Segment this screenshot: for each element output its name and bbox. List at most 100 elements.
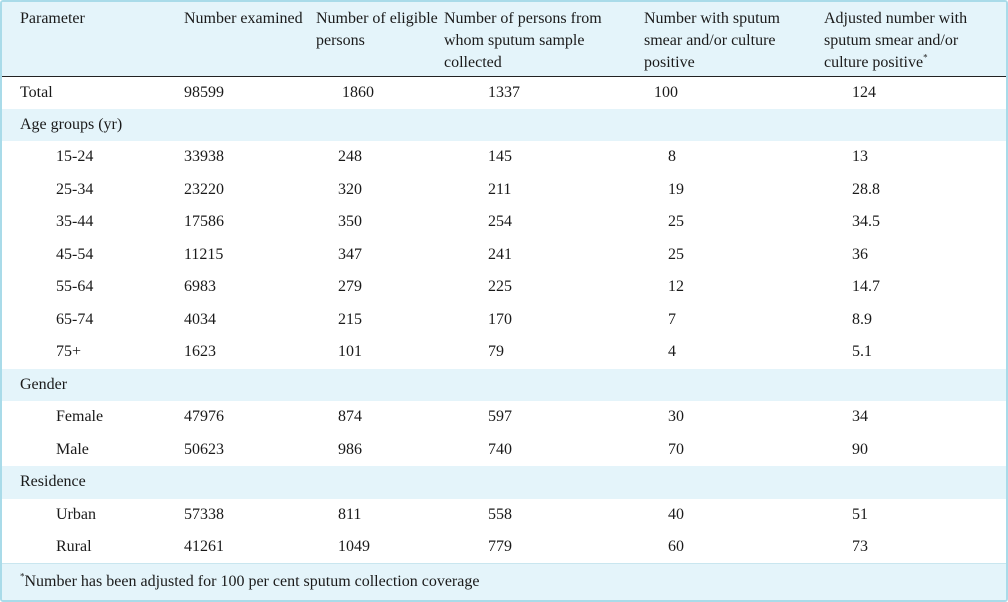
footnote: *Number has been adjusted for 100 per ce… [2, 563, 1006, 600]
cell-positive: 25 [668, 245, 684, 263]
cell-adjusted: 73 [852, 538, 868, 555]
cell-sputum-collected: 211 [488, 180, 512, 198]
table-row: Rural 41261 1049 779 60 73 [2, 531, 1006, 564]
cell-number-examined: 57338 [184, 505, 224, 523]
cell-sputum-collected: 241 [488, 245, 512, 263]
cell-positive: 8 [668, 148, 676, 166]
cell-eligible: 248 [338, 148, 362, 166]
row-label: Rural [56, 538, 92, 555]
cell-eligible: 347 [338, 245, 362, 263]
cell-number-examined: 6983 [184, 278, 216, 296]
cell-sputum-collected: 558 [488, 505, 512, 523]
cell-adjusted: 14.7 [852, 278, 880, 296]
table-row: 75+ 1623 101 79 4 5.1 [2, 336, 1006, 369]
cell-sputum-collected: 145 [488, 148, 512, 166]
cell-eligible: 1860 [342, 83, 374, 101]
cell-adjusted: 90 [852, 440, 868, 458]
cell-eligible: 874 [338, 408, 362, 426]
cell-positive: 4 [668, 343, 676, 361]
section-title-gender: Gender [20, 375, 68, 393]
cell-sputum-collected: 1337 [488, 83, 520, 101]
table-row: 65-74 4034 215 170 7 8.9 [2, 303, 1006, 336]
row-label: Total [20, 83, 53, 101]
cell-sputum-collected: 779 [488, 538, 512, 555]
table-row: Female 47976 874 597 30 34 [2, 401, 1006, 434]
cell-eligible: 1049 [338, 538, 370, 555]
cell-number-examined: 17586 [184, 213, 224, 231]
col-header-adjusted-label: Adjusted number with sputum smear and/or… [824, 10, 968, 71]
col-header-parameter: Parameter [2, 2, 166, 77]
col-header-adjusted-positive: Adjusted number with sputum smear and/or… [806, 2, 1006, 77]
cell-positive: 70 [668, 440, 684, 458]
cell-eligible: 350 [338, 213, 362, 231]
cell-positive: 12 [668, 278, 684, 296]
col-header-sputum-collected: Number of persons from whom sputum sampl… [444, 2, 624, 77]
cell-eligible: 986 [338, 440, 362, 458]
cell-adjusted: 124 [852, 83, 876, 101]
row-label: Female [56, 408, 104, 426]
section-row-gender: Gender [2, 368, 1006, 401]
cell-adjusted: 34 [852, 408, 868, 426]
cell-sputum-collected: 740 [488, 440, 512, 458]
footnote-row: *Number has been adjusted for 100 per ce… [2, 563, 1006, 600]
col-header-smear-positive: Number with sputum smear and/or culture … [624, 2, 806, 77]
cell-eligible: 320 [338, 180, 362, 198]
row-label: 25-34 [56, 180, 94, 198]
row-label: 15-24 [56, 148, 94, 166]
cell-positive: 60 [668, 538, 684, 555]
cell-adjusted: 5.1 [852, 343, 872, 361]
cell-adjusted: 34.5 [852, 213, 880, 231]
cell-number-examined: 33938 [184, 148, 224, 166]
cell-positive: 7 [668, 310, 676, 328]
table-row: 55-64 6983 279 225 12 14.7 [2, 271, 1006, 304]
cell-sputum-collected: 79 [488, 343, 504, 361]
section-title-residence: Residence [20, 473, 86, 491]
cell-number-examined: 41261 [184, 538, 224, 555]
cell-adjusted: 51 [852, 505, 868, 523]
footnote-marker: * [923, 52, 928, 63]
footnote-text: Number has been adjusted for 100 per cen… [24, 572, 480, 590]
cell-positive: 30 [668, 408, 684, 426]
cell-adjusted: 13 [852, 148, 868, 166]
table-row: 35-44 17586 350 254 25 34.5 [2, 206, 1006, 239]
cell-positive: 19 [668, 180, 684, 198]
cell-sputum-collected: 254 [488, 213, 512, 231]
row-label: 45-54 [56, 245, 94, 263]
cell-positive: 40 [668, 505, 684, 523]
table-row-total: Total 98599 1860 1337 100 124 [2, 76, 1006, 109]
cell-number-examined: 23220 [184, 180, 224, 198]
cell-number-examined: 98599 [184, 83, 224, 101]
section-row-residence: Residence [2, 466, 1006, 499]
cell-eligible: 215 [338, 310, 362, 328]
cell-eligible: 101 [338, 343, 362, 361]
table-row: Urban 57338 811 558 40 51 [2, 498, 1006, 531]
table-row: 15-24 33938 248 145 8 13 [2, 141, 1006, 174]
cell-adjusted: 28.8 [852, 180, 880, 198]
cell-number-examined: 47976 [184, 408, 224, 426]
cell-sputum-collected: 597 [488, 408, 512, 426]
cell-adjusted: 8.9 [852, 310, 872, 328]
row-label: Male [56, 440, 89, 458]
header-row: Parameter Number examined Number of elig… [2, 2, 1006, 77]
col-header-eligible-persons: Number of eligible persons [314, 2, 444, 77]
table-row: 45-54 11215 347 241 25 36 [2, 238, 1006, 271]
cell-eligible: 811 [338, 505, 362, 523]
cell-positive: 25 [668, 213, 684, 231]
cell-sputum-collected: 170 [488, 310, 512, 328]
cell-adjusted: 36 [852, 245, 868, 263]
footnote-asterisk: * [20, 571, 25, 582]
cell-number-examined: 4034 [184, 310, 216, 328]
row-label: 75+ [56, 343, 82, 361]
cell-eligible: 279 [338, 278, 362, 296]
cell-positive: 100 [654, 83, 678, 101]
cell-number-examined: 1623 [184, 343, 216, 361]
cell-number-examined: 50623 [184, 440, 224, 458]
row-label: 55-64 [56, 278, 94, 296]
row-label: 65-74 [56, 310, 94, 328]
row-label: 35-44 [56, 213, 94, 231]
row-label: Urban [56, 505, 96, 523]
table-row: Male 50623 986 740 70 90 [2, 433, 1006, 466]
cell-number-examined: 11215 [184, 245, 224, 263]
